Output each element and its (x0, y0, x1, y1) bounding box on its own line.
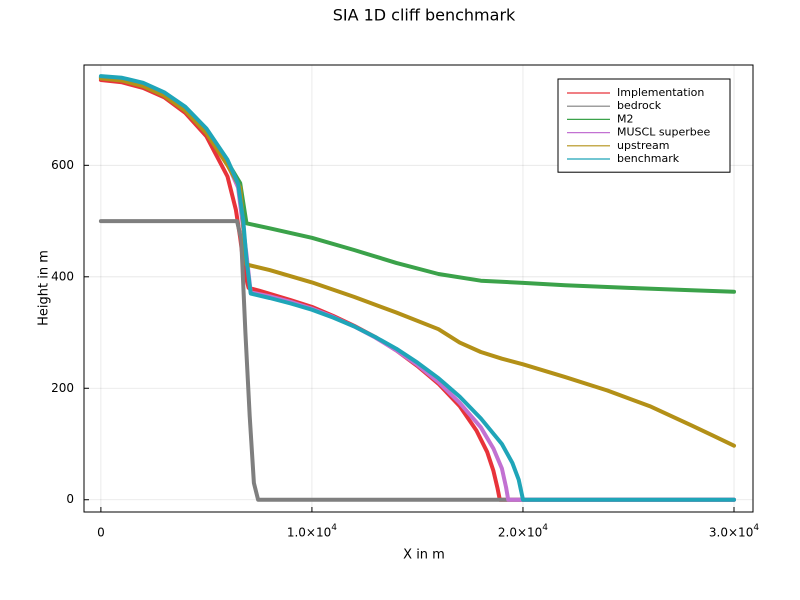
legend-label-4: upstream (617, 139, 670, 152)
plot-frame (83, 64, 754, 513)
legend-label-5: benchmark (617, 152, 680, 165)
x-tick-label-1: 1.0×104 (287, 523, 337, 540)
x-axis-label: X in m (403, 548, 445, 563)
chart-title: SIA 1D cliff benchmark (333, 6, 516, 25)
y-tick-label-1: 200 (51, 381, 74, 395)
legend-box (557, 78, 731, 173)
legend-label-0: Implementation (617, 86, 704, 99)
y-tick-label-0: 0 (66, 492, 74, 506)
legend-label-2: M2 (617, 112, 634, 125)
y-tick-label-2: 400 (51, 269, 74, 283)
x-tick-label-3: 3.0×104 (709, 523, 759, 540)
series-line-4 (98, 76, 736, 448)
x-tick-exponent: 4 (753, 523, 759, 533)
x-tick-exponent: 4 (542, 523, 548, 533)
y-tick-label-3: 600 (51, 158, 74, 172)
legend-label-1: bedrock (617, 99, 662, 112)
series-line-1 (98, 219, 736, 502)
x-tick-label-2: 2.0×104 (498, 523, 548, 540)
series-lines (98, 74, 736, 502)
legend-label-3: MUSCL superbee (617, 126, 711, 139)
series-line-5 (98, 74, 736, 502)
tick-labels: 0 1.0×104 2.0×104 3.0×104 0 200 400 600 (51, 158, 759, 540)
x-tick-label-0: 0 (97, 526, 105, 540)
x-tick-exponent: 4 (331, 523, 337, 533)
y-axis-label: Height in m (37, 250, 52, 326)
